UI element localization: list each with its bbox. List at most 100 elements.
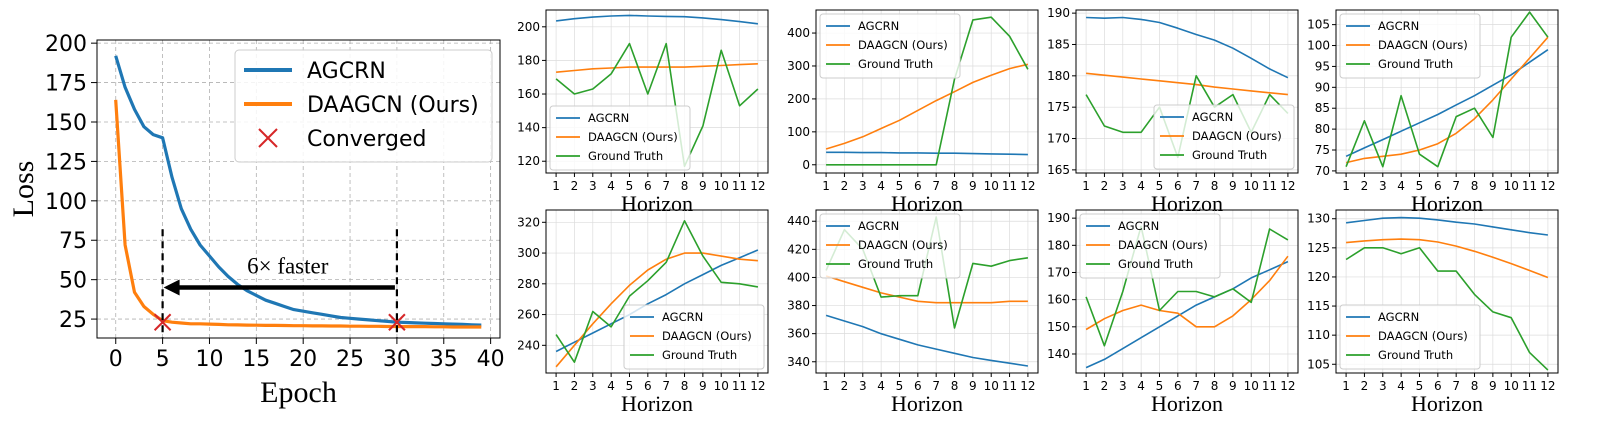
x-tick-label: 6 bbox=[644, 179, 652, 193]
y-tick-label: 25 bbox=[59, 308, 87, 333]
legend-label: DAAGCN (Ours) bbox=[1378, 329, 1468, 343]
x-tick-label: 8 bbox=[1471, 179, 1479, 193]
horizon-chart-4: 1 2 3 4 5 6 7 8 9 10 11 12707580859095100105Horizon… bbox=[1307, 9, 1559, 216]
x-tick-label: 12 bbox=[1020, 379, 1035, 393]
y-tick-label: 320 bbox=[517, 215, 540, 229]
series-line-ground-truth bbox=[1085, 225, 1289, 347]
legend-swatch bbox=[258, 128, 278, 148]
x-tick-label: 1 bbox=[552, 179, 560, 193]
legend-box bbox=[1153, 104, 1295, 170]
x-tick-label: 10 bbox=[1244, 179, 1259, 193]
x-tick-label: 10 bbox=[714, 379, 729, 393]
legend-label: DAAGCN (Ours) bbox=[858, 238, 948, 252]
legend-label: DAAGCN (Ours) bbox=[662, 329, 752, 343]
x-tick-label: 11 bbox=[1002, 379, 1017, 393]
converged-marker-stroke bbox=[153, 313, 172, 331]
legend: AGCRN DAAGCN (Ours) Ground Truth bbox=[1079, 213, 1221, 279]
y-tick-label: 400 bbox=[787, 26, 810, 40]
y-tick-label: 340 bbox=[787, 355, 810, 369]
series-line-ground-truth bbox=[555, 42, 759, 168]
legend-label: Ground Truth bbox=[858, 257, 933, 271]
y-tick-label: 115 bbox=[1307, 299, 1330, 313]
x-tick-label: 12 bbox=[1020, 179, 1035, 193]
plot-frame bbox=[1075, 9, 1299, 174]
speedup-annotation: 6× faster bbox=[247, 254, 329, 279]
legend-label: DAAGCN (Ours) bbox=[1192, 129, 1282, 143]
x-tick-label: 5 bbox=[156, 347, 170, 372]
y-tick-label: 140 bbox=[517, 121, 540, 135]
x-tick-label: 12 bbox=[1280, 379, 1295, 393]
y-tick-label: 180 bbox=[1047, 238, 1070, 252]
x-tick-label: 6 bbox=[1174, 179, 1182, 193]
x-tick-label: 4 bbox=[1137, 379, 1145, 393]
y-tick-label: 300 bbox=[787, 59, 810, 73]
legend: AGCRN DAAGCN (Ours) Ground Truth bbox=[549, 105, 691, 171]
x-tick-label: 8 bbox=[1211, 179, 1219, 193]
y-tick-label: 420 bbox=[787, 242, 810, 256]
x-tick-label: 4 bbox=[607, 179, 615, 193]
x-tick-label: 40 bbox=[477, 347, 505, 372]
y-axis-label: Loss bbox=[7, 161, 40, 218]
y-tick-label: 300 bbox=[517, 246, 540, 260]
x-tick-label: 1 bbox=[822, 179, 830, 193]
x-tick-label: 8 bbox=[681, 179, 689, 193]
x-tick-label: 2 bbox=[571, 379, 579, 393]
x-tick-label: 7 bbox=[662, 179, 670, 193]
x-axis-label: Horizon bbox=[1411, 391, 1483, 416]
y-tick-label: 400 bbox=[787, 270, 810, 284]
x-axis-label: Horizon bbox=[1151, 191, 1223, 216]
horizon-chart-6: 1 2 3 4 5 6 7 8 9 10 11 12340360380400420440Horizon… bbox=[787, 209, 1039, 416]
x-tick-label: 35 bbox=[430, 347, 458, 372]
legend-box bbox=[1079, 213, 1221, 279]
legend-label: DAAGCN (Ours) bbox=[1378, 38, 1468, 52]
series-line-ground-truth bbox=[1345, 11, 1549, 168]
plot-frame bbox=[1075, 209, 1299, 374]
legend: AGCRN DAAGCN (Ours) Converged bbox=[234, 49, 493, 163]
legend-box bbox=[1339, 304, 1481, 370]
loss-chart: 0 5 10 15 20 25 30 35 40 25 50 75 100 125 150 175 200 Epo… bbox=[7, 32, 505, 409]
y-tick-label: 440 bbox=[787, 214, 810, 228]
x-tick-label: 7 bbox=[932, 179, 940, 193]
legend-label: Ground Truth bbox=[1378, 57, 1453, 71]
x-tick-label: 5 bbox=[626, 179, 634, 193]
x-tick-label: 11 bbox=[1522, 179, 1537, 193]
x-tick-label: 10 bbox=[984, 179, 999, 193]
x-tick-label: 2 bbox=[1361, 179, 1369, 193]
y-tick-label: 200 bbox=[517, 20, 540, 34]
y-tick-label: 180 bbox=[517, 53, 540, 67]
y-tick-label: 360 bbox=[787, 327, 810, 341]
series-line-ground-truth bbox=[1345, 247, 1549, 371]
x-tick-label: 7 bbox=[1192, 379, 1200, 393]
plot-frame bbox=[545, 209, 769, 374]
y-tick-label: 70 bbox=[1315, 164, 1330, 178]
legend: AGCRN DAAGCN (Ours) Ground Truth bbox=[1339, 304, 1481, 370]
y-tick-label: 280 bbox=[517, 277, 540, 291]
x-tick-label: 5 bbox=[896, 379, 904, 393]
legend-label: DAAGCN (Ours) bbox=[588, 130, 678, 144]
x-tick-label: 2 bbox=[1101, 179, 1109, 193]
converged-marker bbox=[388, 313, 406, 331]
series-line-agcrn bbox=[1086, 16, 1289, 79]
x-tick-label: 5 bbox=[1156, 179, 1164, 193]
x-tick-label: 5 bbox=[1416, 179, 1424, 193]
series-line-daagcn bbox=[825, 275, 1028, 304]
legend-label: AGCRN bbox=[1192, 110, 1233, 124]
x-tick-label: 5 bbox=[1416, 379, 1424, 393]
series-line-agcrn bbox=[1346, 216, 1548, 236]
horizon-chart-2: 1 2 3 4 5 6 7 8 9 10 11 120100200300400HorizonAGCRN… bbox=[787, 9, 1039, 216]
horizon-chart-5: 1 2 3 4 5 6 7 8 9 10 11 12240260280300320HorizonAGC… bbox=[517, 209, 769, 416]
x-tick-label: 2 bbox=[1361, 379, 1369, 393]
legend-box bbox=[234, 49, 493, 163]
x-tick-label: 15 bbox=[242, 347, 270, 372]
y-tick-label: 125 bbox=[1307, 241, 1330, 255]
x-axis-label: Horizon bbox=[1151, 391, 1223, 416]
horizon-chart-3: 1 2 3 4 5 6 7 8 9 10 11 12165170175180185190Horizon… bbox=[1047, 6, 1299, 216]
legend-label: AGCRN bbox=[662, 310, 703, 324]
x-tick-label: 3 bbox=[859, 179, 867, 193]
legend: AGCRN DAAGCN (Ours) Ground Truth bbox=[819, 13, 961, 79]
x-tick-label: 6 bbox=[1434, 379, 1442, 393]
y-tick-label: 125 bbox=[45, 150, 87, 175]
y-tick-label: 180 bbox=[1047, 69, 1070, 83]
x-tick-label: 2 bbox=[571, 179, 579, 193]
